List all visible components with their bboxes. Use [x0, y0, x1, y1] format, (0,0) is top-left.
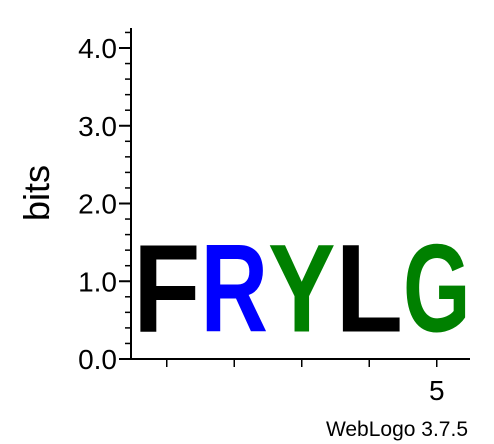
axes: [130, 28, 470, 360]
logo-letter-y: Y: [268, 219, 336, 359]
logo-letter-g: G: [403, 219, 470, 358]
y-ticks: 0.0 1.0 2.0 3.0 4.0: [78, 31, 131, 375]
x-ticks: 5: [166, 359, 445, 406]
logo-letter-f: F: [133, 218, 200, 358]
y-axis-label: bits: [16, 165, 57, 221]
y-tick-label: 4.0: [78, 33, 117, 64]
y-tick-label: 0.0: [78, 344, 117, 375]
logo-letter-r: R: [201, 219, 269, 358]
y-tick-label: 2.0: [78, 189, 117, 220]
weblogo-credit: WebLogo 3.7.5: [326, 418, 468, 441]
y-tick-label: 3.0: [78, 111, 117, 142]
y-tick-label: 1.0: [78, 266, 117, 297]
logo-letter-l: L: [336, 218, 403, 358]
x-tick-label: 5: [429, 375, 445, 406]
